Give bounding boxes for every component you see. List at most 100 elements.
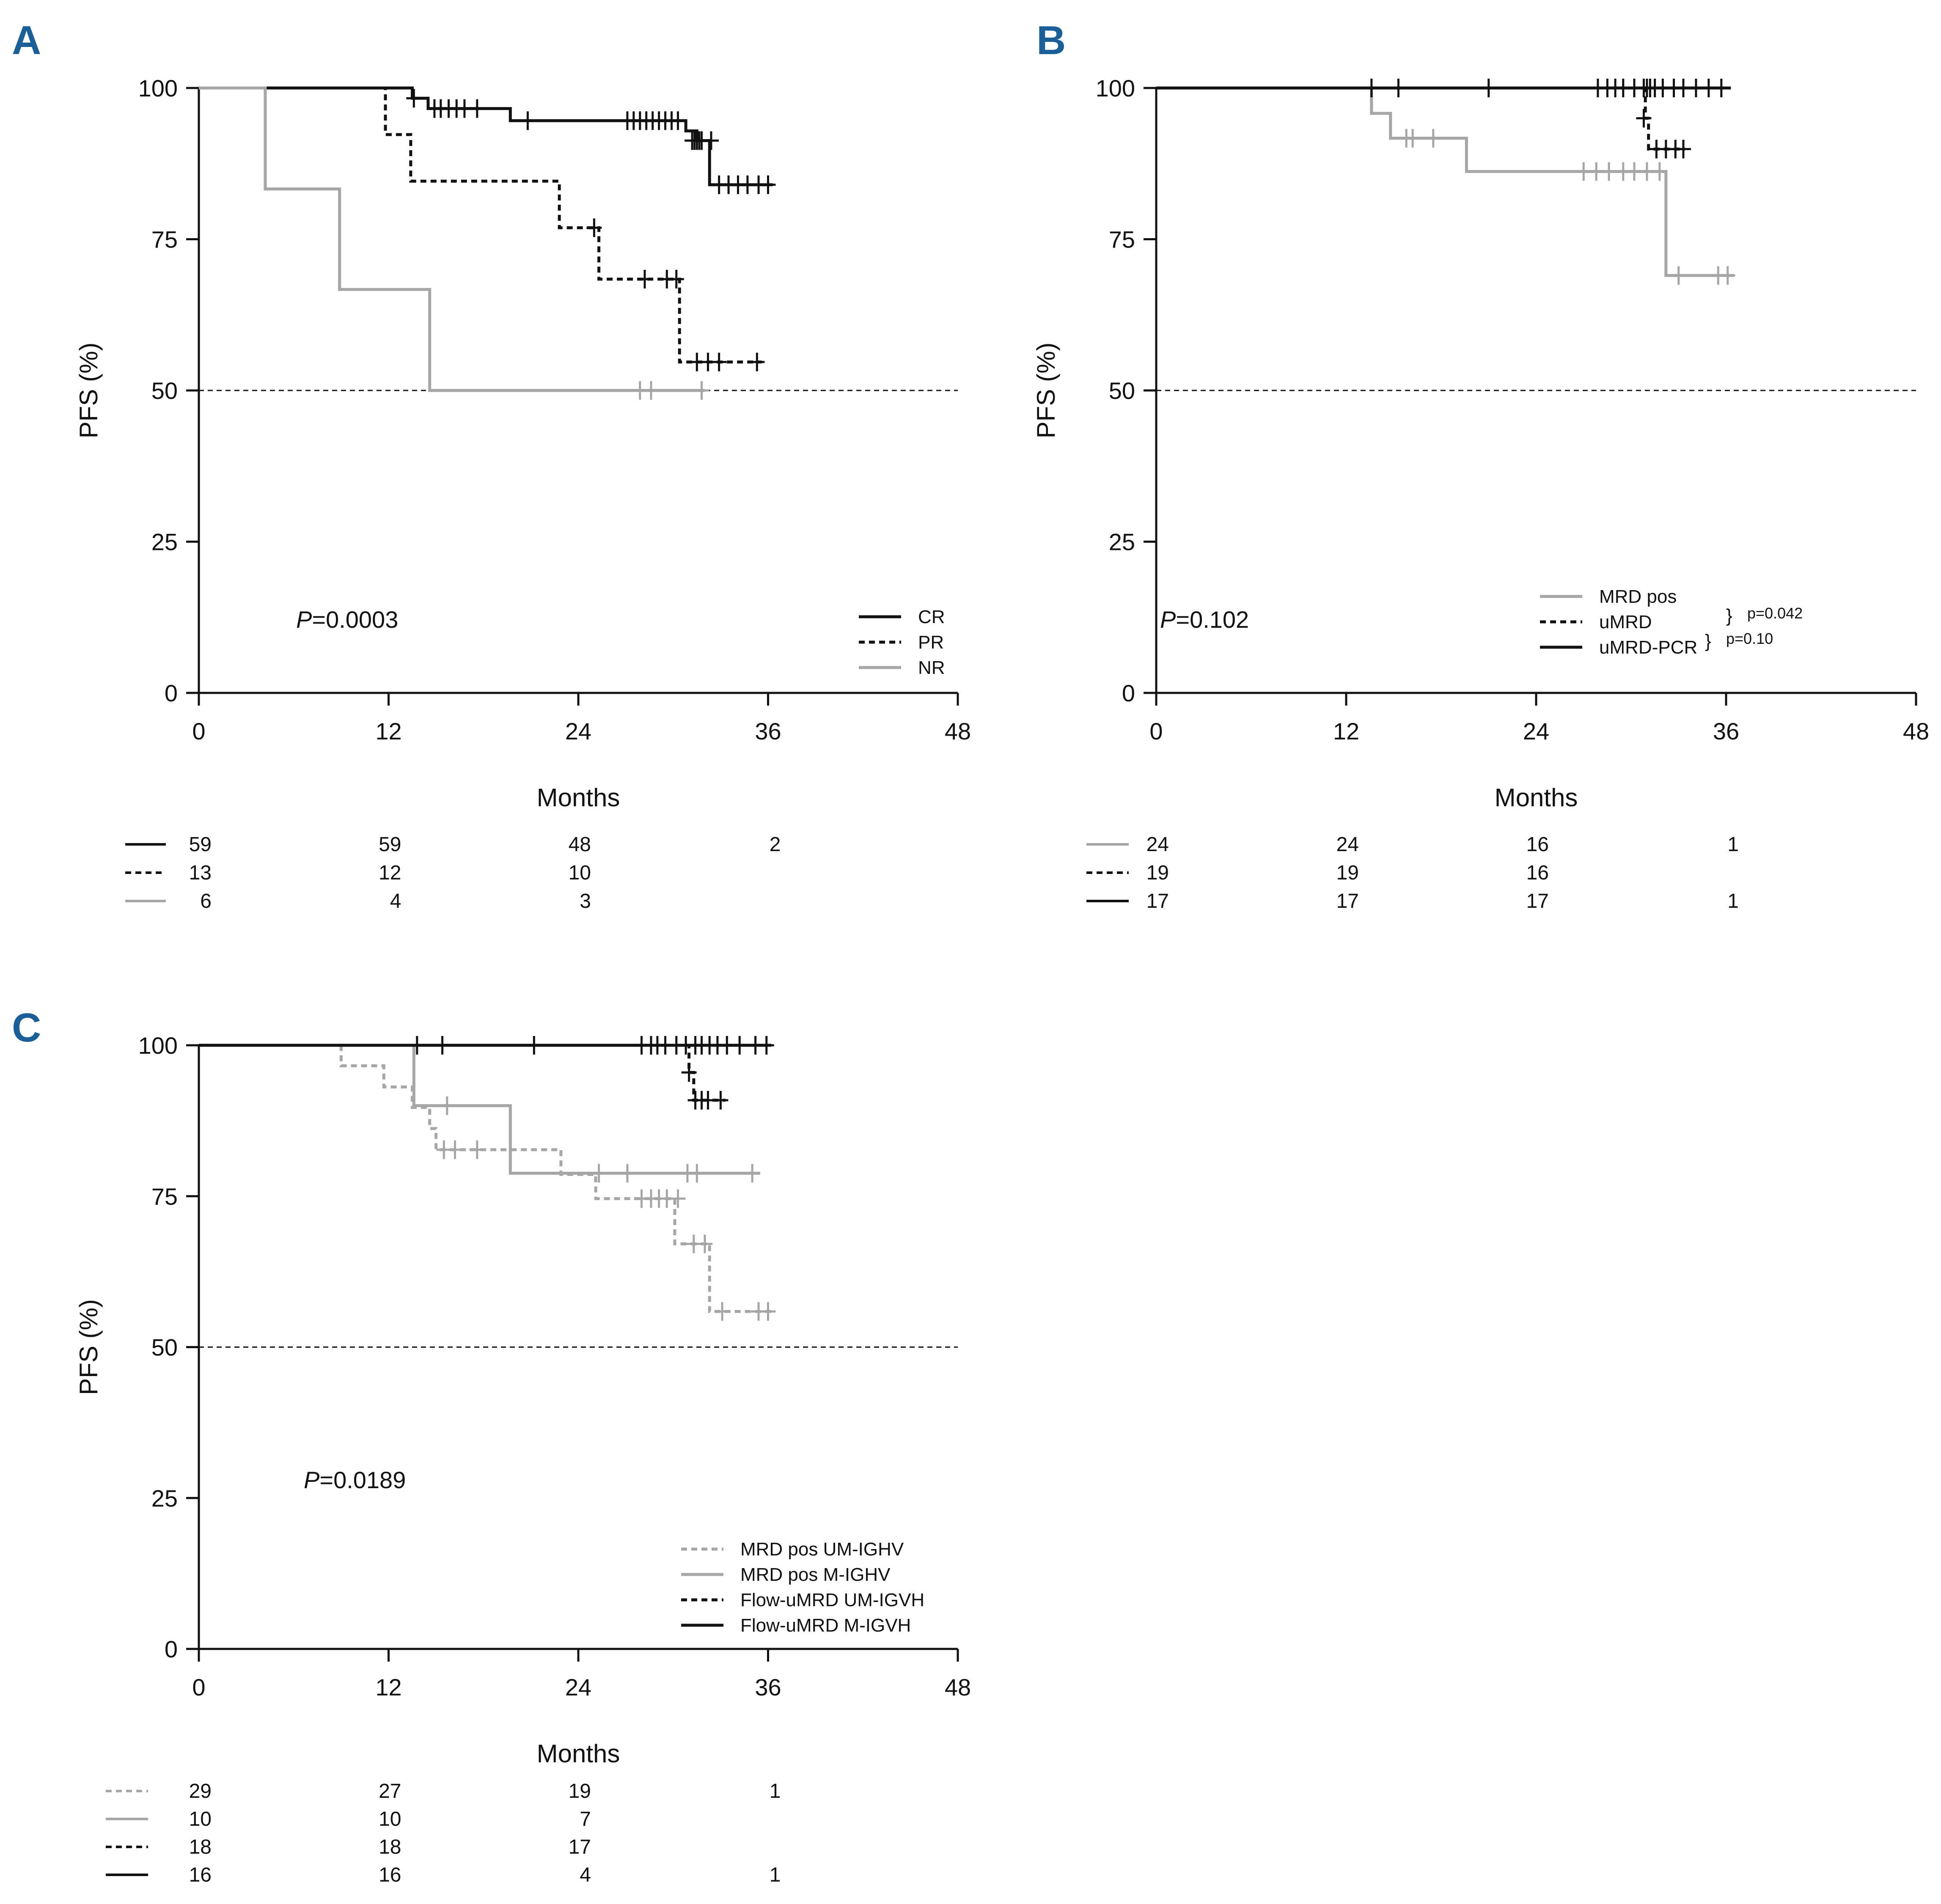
panel-letter: C — [12, 1005, 41, 1050]
risk-count: 10 — [189, 1808, 212, 1830]
risk-count: 1 — [1727, 833, 1739, 856]
risk-count: 24 — [1146, 833, 1169, 856]
legend-label: MRD pos — [1599, 586, 1677, 607]
censor-mark — [732, 1036, 748, 1055]
censor-mark — [713, 1091, 729, 1110]
censor-mark — [469, 99, 485, 118]
risk-count: 16 — [1526, 862, 1549, 884]
legend-label: uMRD — [1599, 612, 1652, 632]
censor-mark — [1671, 266, 1686, 285]
censor-mark — [711, 352, 727, 371]
y-axis-title: PFS (%) — [1032, 343, 1060, 439]
censor-mark — [1652, 162, 1667, 181]
legend-label: MRD pos M-IGHV — [740, 1564, 891, 1585]
censor-mark — [520, 111, 536, 130]
censor-mark — [434, 1036, 450, 1055]
legend-label: CR — [918, 607, 945, 627]
y-axis-title: PFS (%) — [74, 1299, 103, 1395]
risk-count: 27 — [379, 1780, 401, 1802]
risk-count: 1 — [1727, 890, 1739, 912]
censor-mark — [637, 269, 652, 288]
risk-count: 1 — [770, 1864, 781, 1886]
p-value-symbol: P — [1160, 606, 1176, 633]
y-tick-label: 50 — [151, 1334, 178, 1361]
y-axis-title: PFS (%) — [74, 343, 103, 439]
x-tick-label: 48 — [945, 1674, 971, 1701]
risk-count: 6 — [200, 890, 212, 912]
censor-mark — [670, 111, 686, 130]
risk-count: 17 — [1526, 890, 1549, 912]
censor-mark — [1636, 109, 1652, 128]
y-tick-label: 75 — [151, 1183, 178, 1210]
p-value-number: =0.0003 — [312, 606, 398, 633]
x-tick-label: 0 — [192, 718, 205, 745]
y-tick-label: 100 — [138, 75, 178, 102]
legend: CR PR NR — [859, 607, 945, 678]
risk-count: 3 — [580, 890, 591, 912]
risk-count: 18 — [379, 1836, 401, 1858]
p-value-number: =0.102 — [1176, 606, 1249, 633]
censor-mark — [1720, 266, 1735, 285]
panel-letter: A — [12, 18, 41, 63]
risk-table: 59 59 48 2 13 12 10 6 4 3 — [125, 833, 781, 912]
censor-mark — [1481, 79, 1496, 97]
censor-mark — [703, 131, 719, 150]
risk-count: 48 — [569, 833, 591, 856]
panel-c: C 0 25 50 75 100 0 12 24 36 48 Months PFS (%) P=0.018… — [12, 1005, 971, 1886]
censor-mark — [619, 1164, 635, 1183]
censor-mark — [760, 175, 776, 194]
risk-count: 4 — [390, 890, 401, 912]
legend-label: Flow-uMRD UM-IGVH — [740, 1590, 924, 1610]
x-tick-label: 48 — [1903, 718, 1929, 745]
risk-count: 19 — [1146, 862, 1169, 884]
x-axis-title: Months — [537, 1739, 620, 1768]
y-tick-label: 0 — [165, 680, 178, 706]
censor-mark — [591, 1164, 607, 1183]
y-tick-label: 50 — [151, 377, 178, 404]
risk-table: 29 27 19 1 10 10 7 18 18 17 16 16 4 1 — [106, 1780, 781, 1886]
risk-count: 10 — [379, 1808, 401, 1830]
y-tick-label: 100 — [138, 1032, 178, 1059]
legend-label: NR — [918, 657, 945, 678]
x-tick-label: 12 — [375, 718, 401, 745]
risk-count: 16 — [1526, 833, 1549, 856]
censor-mark — [681, 1063, 697, 1082]
p-value: P=0.0003 — [296, 606, 398, 633]
censor-mark — [643, 381, 659, 400]
y-tick-label: 0 — [1122, 680, 1135, 706]
x-tick-label: 24 — [1523, 718, 1549, 745]
legend-label: MRD pos UM-IGHV — [740, 1539, 904, 1560]
km-curve-pr — [199, 86, 762, 364]
censor-mark — [760, 1302, 776, 1321]
risk-count: 1 — [770, 1780, 781, 1802]
y-tick-label: 100 — [1096, 75, 1135, 102]
risk-count: 13 — [189, 862, 212, 884]
censor-mark — [1364, 79, 1379, 97]
risk-count: 18 — [189, 1836, 212, 1858]
x-tick-label: 36 — [1713, 718, 1739, 745]
censor-mark — [439, 1096, 455, 1115]
x-tick-label: 24 — [565, 718, 591, 745]
risk-count: 7 — [580, 1808, 591, 1830]
x-axis-title: Months — [537, 783, 620, 812]
risk-count: 2 — [770, 833, 781, 856]
panel-b: B 0 25 50 75 100 0 12 24 36 48 Months PFS (%) P=0.102… — [1032, 18, 1929, 912]
pairwise-p-value: p=0.042 — [1747, 604, 1803, 622]
risk-count: 16 — [379, 1864, 401, 1886]
legend: MRD pos uMRD uMRD-PCR — [1540, 586, 1697, 658]
y-tick-label: 0 — [165, 1636, 178, 1662]
x-tick-label: 36 — [755, 718, 781, 745]
censor-mark — [526, 1036, 542, 1055]
risk-count: 12 — [379, 862, 401, 884]
risk-count: 24 — [1336, 833, 1359, 856]
x-tick-label: 36 — [755, 1674, 781, 1701]
y-tick-label: 25 — [151, 529, 178, 555]
censor-mark — [447, 1140, 463, 1159]
censor-mark — [694, 381, 709, 400]
p-value: P=0.0189 — [304, 1467, 406, 1493]
pairwise-bracket: } — [1726, 605, 1732, 626]
censor-mark — [670, 1189, 686, 1208]
censor-mark — [409, 1036, 425, 1055]
x-tick-label: 24 — [565, 1674, 591, 1701]
